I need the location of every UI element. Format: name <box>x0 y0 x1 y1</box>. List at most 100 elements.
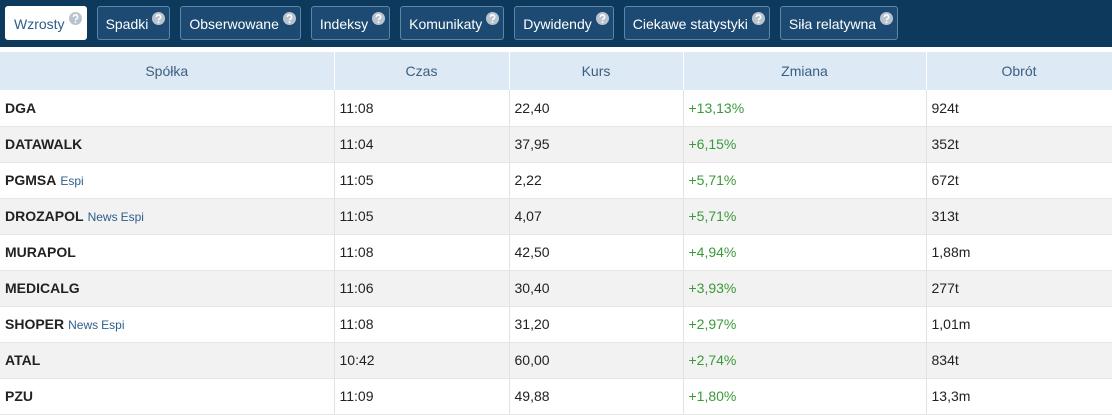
column-header: Kurs <box>509 52 684 90</box>
row: MURAPOL 11:08 42,50 +4,94% 1,88m <box>0 234 1112 271</box>
company-name[interactable]: DATAWALK <box>5 136 83 152</box>
company-name[interactable]: PGMSA <box>5 172 57 188</box>
tab-label: Ciekawe statystyki <box>632 16 748 32</box>
help-icon <box>372 12 386 25</box>
change: +4,94% <box>683 234 927 271</box>
turnover: 1,01m <box>926 306 1112 343</box>
time: 11:05 <box>334 198 510 235</box>
company-name[interactable]: PZU <box>5 388 33 404</box>
tab[interactable]: Dywidendy <box>514 6 614 40</box>
company-cell: DROZAPOL News Espi <box>0 198 335 235</box>
tab-label: Spadki <box>105 16 149 32</box>
tag[interactable]: News <box>68 318 99 332</box>
price: 2,22 <box>509 162 684 199</box>
price: 4,07 <box>509 198 684 235</box>
tab[interactable]: Ciekawe statystyki <box>623 6 770 40</box>
row: PZU 11:09 49,88 +1,80% 13,3m <box>0 378 1112 415</box>
company-cell: PGMSA Espi <box>0 162 335 199</box>
turnover: 313t <box>926 198 1112 235</box>
price: 49,88 <box>509 378 684 415</box>
change: +6,15% <box>683 126 927 163</box>
company-name[interactable]: ATAL <box>5 352 41 368</box>
column-header: Obrót <box>926 52 1112 90</box>
company-cell: ATAL <box>0 342 335 379</box>
row: DGA 11:08 22,40 +13,13% 924t <box>0 90 1112 127</box>
company-cell: MEDICALG <box>0 270 335 307</box>
quotes-table: Spółka Czas Kurs Zmiana Obrót DGA 11:08 22,40 +… <box>0 52 1112 415</box>
company-cell: PZU <box>0 378 335 415</box>
help-icon <box>68 12 82 25</box>
tab-label: Obserwowane <box>189 16 279 32</box>
time: 11:09 <box>334 378 510 415</box>
help-icon <box>880 12 894 25</box>
change: +1,80% <box>683 378 927 415</box>
time: 11:08 <box>334 234 510 271</box>
row: MEDICALG 11:06 30,40 +3,93% 277t <box>0 270 1112 307</box>
change: +5,71% <box>683 162 927 199</box>
tab-label: Indeksy <box>319 16 369 32</box>
company-name[interactable]: MURAPOL <box>5 244 76 260</box>
company-name[interactable]: SHOPER <box>5 316 65 332</box>
tab[interactable]: Siła relatywna <box>779 6 899 40</box>
tab[interactable]: Indeksy <box>310 6 391 40</box>
price: 37,95 <box>509 126 684 163</box>
column-header: Zmiana <box>683 52 927 90</box>
tab-label: Dywidendy <box>523 16 592 32</box>
price: 42,50 <box>509 234 684 271</box>
tag[interactable]: Espi <box>120 210 144 224</box>
company-name[interactable]: DGA <box>5 99 37 116</box>
tag[interactable]: Espi <box>60 174 84 188</box>
change: +5,71% <box>683 198 927 235</box>
price: 60,00 <box>509 342 684 379</box>
change: +13,13% <box>683 90 927 127</box>
column-header: Spółka <box>0 52 335 90</box>
help-icon <box>595 12 609 25</box>
time: 11:06 <box>334 270 510 307</box>
turnover: 1,88m <box>926 234 1112 271</box>
turnover: 672t <box>926 162 1112 199</box>
help-icon <box>751 12 765 25</box>
time: 11:08 <box>334 90 510 127</box>
tab[interactable]: Komunikaty <box>400 6 505 40</box>
time: 11:05 <box>334 162 510 199</box>
tab[interactable]: Spadki <box>96 6 171 40</box>
time: 11:04 <box>334 126 510 163</box>
tab[interactable]: Obserwowane <box>180 6 301 40</box>
time: 11:08 <box>334 306 510 343</box>
company-name[interactable]: MEDICALG <box>5 280 80 296</box>
row: PGMSA Espi 11:05 2,22 +5,71% 672t <box>0 162 1112 199</box>
price: 30,40 <box>509 270 684 307</box>
row: ATAL 10:42 60,00 +2,74% 834t <box>0 342 1112 379</box>
tag[interactable]: Espi <box>101 318 125 332</box>
tag[interactable]: News <box>87 210 118 224</box>
company-cell: MURAPOL <box>0 234 335 271</box>
help-icon <box>152 12 166 25</box>
company-cell: DGA <box>0 90 335 127</box>
time: 10:42 <box>334 342 510 379</box>
tab-bar: Wzrosty Spadki Obserwowane Indeksy Komunikat… <box>0 0 1112 47</box>
tab-label: Siła relatywna <box>788 16 877 32</box>
row: SHOPER News Espi 11:08 31,20 +2,97% 1,01m <box>0 306 1112 343</box>
column-header: Czas <box>334 52 510 90</box>
price: 22,40 <box>509 90 684 127</box>
help-icon <box>282 12 296 25</box>
row: DATAWALK 11:04 37,95 +6,15% 352t <box>0 126 1112 163</box>
change: +2,74% <box>683 342 927 379</box>
turnover: 834t <box>926 342 1112 379</box>
turnover: 277t <box>926 270 1112 307</box>
tab-label: Wzrosty <box>14 16 65 32</box>
turnover: 924t <box>926 90 1112 127</box>
price: 31,20 <box>509 306 684 343</box>
help-icon <box>486 12 500 25</box>
row: DROZAPOL News Espi 11:05 4,07 +5,71% 313t <box>0 198 1112 235</box>
turnover: 13,3m <box>926 378 1112 415</box>
company-cell: SHOPER News Espi <box>0 306 335 343</box>
tab-label: Komunikaty <box>409 16 483 32</box>
change: +2,97% <box>683 306 927 343</box>
company-cell: DATAWALK <box>0 126 335 163</box>
company-name[interactable]: DROZAPOL <box>5 208 84 224</box>
turnover: 352t <box>926 126 1112 163</box>
tab[interactable]: Wzrosty <box>5 6 87 40</box>
change: +3,93% <box>683 270 927 307</box>
